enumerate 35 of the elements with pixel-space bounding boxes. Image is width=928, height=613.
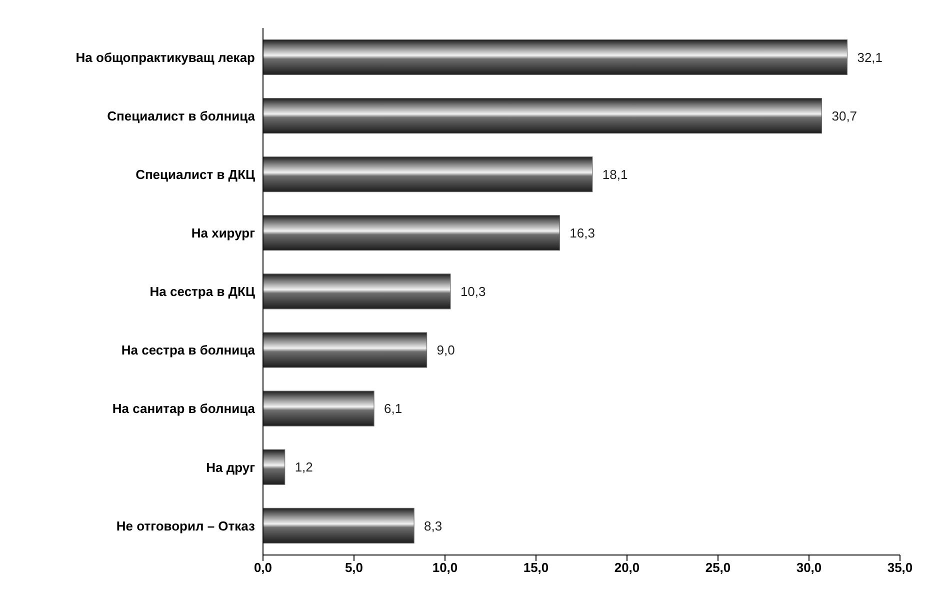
- x-tick-label: 25,0: [705, 560, 731, 576]
- bar: [263, 449, 286, 485]
- data-label: 32,1: [857, 50, 883, 65]
- x-tick-label: 35,0: [887, 560, 913, 576]
- data-label: 9,0: [436, 342, 455, 358]
- y-tick-label: На общопрактикуващ лекар: [76, 50, 256, 65]
- bar: [263, 274, 451, 310]
- y-tick-label: Специалист в ДКЦ: [136, 167, 256, 182]
- bar: [263, 390, 374, 426]
- bar: [263, 332, 428, 368]
- x-tick-label: 10,0: [432, 560, 458, 576]
- y-tick-label: На друг: [206, 460, 256, 475]
- bar: [263, 98, 822, 134]
- x-tick-label: 20,0: [614, 560, 640, 576]
- data-label: 8,3: [424, 518, 442, 534]
- x-tick-label: 30,0: [796, 560, 822, 576]
- x-tick-label: 15,0: [523, 560, 549, 576]
- bar: [263, 508, 414, 544]
- data-label: 16,3: [570, 225, 595, 240]
- data-label: 10,3: [460, 284, 486, 300]
- y-tick-label: На сестра в болница: [121, 342, 256, 358]
- y-tick-label: На санитар в болница: [112, 401, 256, 416]
- data-label: 18,1: [602, 166, 628, 182]
- data-label: 1,2: [294, 460, 313, 475]
- y-tick-label: Специалист в болница: [107, 108, 256, 124]
- bar: [263, 39, 848, 76]
- y-tick-label: На хирург: [191, 226, 256, 241]
- data-label: 30,7: [832, 108, 858, 124]
- y-tick-label: Не отговорил – Отказ: [116, 518, 256, 534]
- y-tick-label: На сестра в ДКЦ: [150, 284, 256, 300]
- x-tick-label: 0,0: [254, 560, 272, 576]
- data-label: 6,1: [384, 401, 402, 416]
- bar: [263, 215, 560, 251]
- x-tick-label: 5,0: [344, 560, 364, 576]
- bar: [263, 156, 593, 192]
